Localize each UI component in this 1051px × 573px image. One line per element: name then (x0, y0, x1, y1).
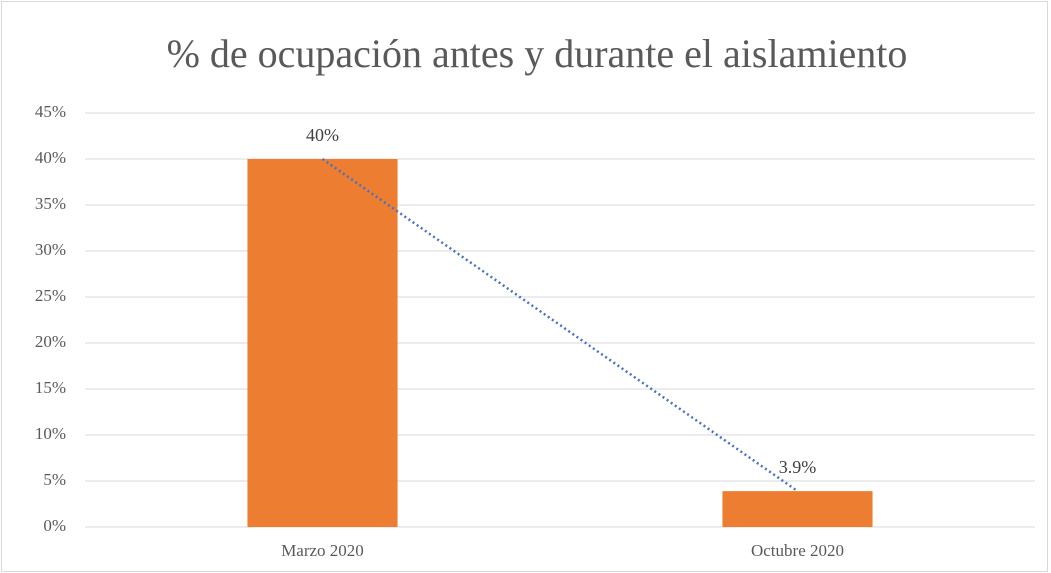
y-tick-label: 5% (43, 470, 66, 489)
y-tick-label: 20% (35, 332, 66, 351)
y-tick-label: 0% (43, 516, 66, 535)
y-tick-label: 10% (35, 424, 66, 443)
x-tick-label: Octubre 2020 (751, 541, 844, 560)
data-label: 40% (306, 125, 339, 145)
bar (247, 159, 398, 527)
y-tick-label: 30% (35, 240, 66, 259)
x-tick-label: Marzo 2020 (281, 541, 364, 560)
y-tick-label: 35% (35, 194, 66, 213)
y-tick-label: 40% (35, 148, 66, 167)
y-tick-label: 15% (35, 378, 66, 397)
chart-title: % de ocupación antes y durante el aislam… (167, 31, 908, 76)
trendline (321, 157, 799, 493)
y-tick-label: 45% (35, 102, 66, 121)
data-label: 3.9% (779, 457, 817, 477)
y-tick-label: 25% (35, 286, 66, 305)
bar (722, 491, 873, 527)
